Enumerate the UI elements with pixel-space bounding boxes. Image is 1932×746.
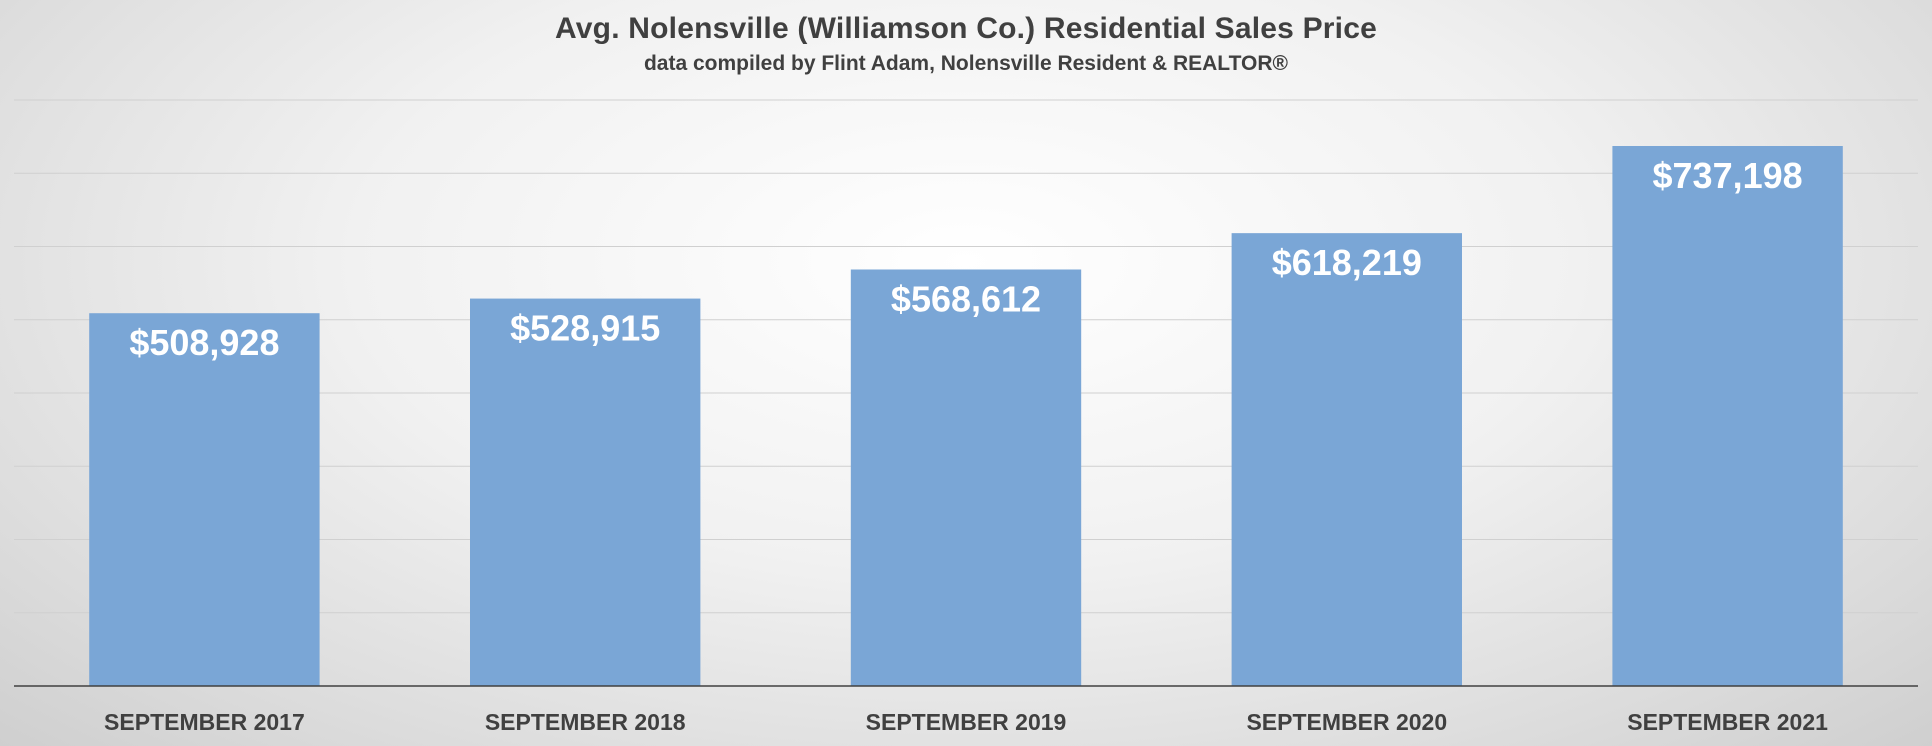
bar <box>1231 233 1462 686</box>
bar <box>470 298 701 686</box>
bar-data-label: $618,219 <box>1272 242 1422 283</box>
bar <box>1612 146 1843 687</box>
x-tick-label: SEPTEMBER 2020 <box>1246 709 1447 735</box>
x-tick-label: SEPTEMBER 2017 <box>104 709 305 735</box>
bar-data-label: $568,612 <box>891 278 1041 319</box>
x-tick-label: SEPTEMBER 2019 <box>866 709 1067 735</box>
bar-data-label: $528,915 <box>510 308 660 349</box>
bar <box>850 269 1082 686</box>
x-tick-label: SEPTEMBER 2018 <box>485 709 686 735</box>
bar-data-label: $508,928 <box>129 322 279 363</box>
chart-subtitle: data compiled by Flint Adam, Nolensville… <box>643 52 1289 75</box>
x-tick-label: SEPTEMBER 2021 <box>1627 709 1828 735</box>
chart-title: Avg. Nolensville (Williamson Co.) Reside… <box>555 12 1377 45</box>
bar <box>89 313 320 686</box>
bar-data-label: $737,198 <box>1653 155 1803 196</box>
